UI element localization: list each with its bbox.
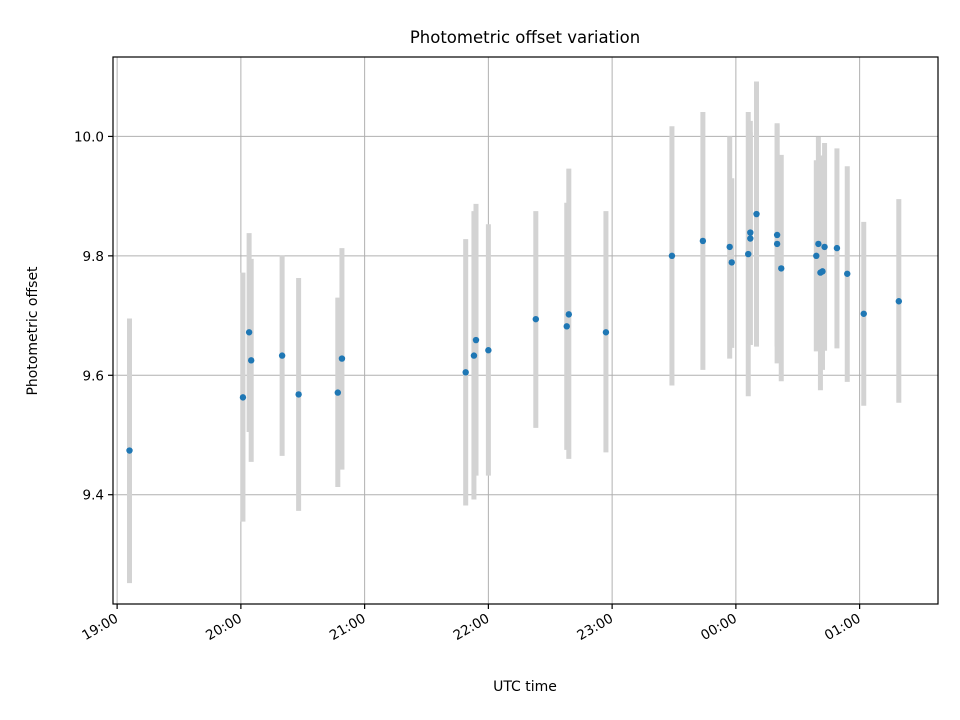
- data-point: [472, 336, 480, 344]
- data-point: [334, 389, 342, 396]
- data-point: [532, 315, 540, 323]
- data-point: [819, 268, 826, 275]
- data-point: [239, 394, 247, 401]
- grid-lines: [113, 57, 938, 604]
- data-point: [773, 231, 781, 239]
- data-point: [728, 259, 735, 266]
- data-point: [726, 243, 733, 251]
- data-point: [699, 237, 707, 245]
- data-point: [747, 229, 754, 236]
- data-point: [668, 252, 676, 260]
- data-point: [278, 352, 286, 359]
- data-point: [602, 329, 610, 336]
- y-tick-label: 9.4: [83, 488, 104, 504]
- data-point: [833, 244, 841, 252]
- y-tick-label: 9.8: [83, 249, 104, 265]
- data-point: [895, 298, 903, 305]
- data-point: [470, 352, 478, 359]
- data-point: [745, 250, 752, 258]
- data-point: [245, 329, 253, 336]
- data-point: [753, 210, 760, 218]
- data-point: [747, 235, 754, 242]
- data-point: [860, 310, 867, 317]
- data-point: [821, 243, 828, 251]
- data-point: [778, 265, 785, 272]
- y-axis-title: Photometric offset: [25, 266, 41, 396]
- data-point: [485, 347, 492, 354]
- data-point: [844, 270, 851, 277]
- data-point: [815, 240, 822, 248]
- data-points: [126, 210, 903, 454]
- x-axis-title: UTC time: [493, 679, 557, 695]
- data-point: [247, 357, 255, 364]
- data-point: [773, 240, 781, 248]
- data-point: [295, 391, 302, 398]
- data-point: [462, 369, 469, 376]
- data-point: [813, 252, 820, 260]
- data-point: [565, 311, 573, 318]
- data-point: [563, 323, 570, 330]
- plot-area-frame: [112, 56, 939, 605]
- data-point: [338, 355, 346, 362]
- chart-title: Photometric offset variation: [410, 28, 640, 47]
- y-tick-label: 9.6: [83, 368, 104, 384]
- data-point: [126, 447, 133, 454]
- y-tick-label: 10.0: [74, 129, 104, 145]
